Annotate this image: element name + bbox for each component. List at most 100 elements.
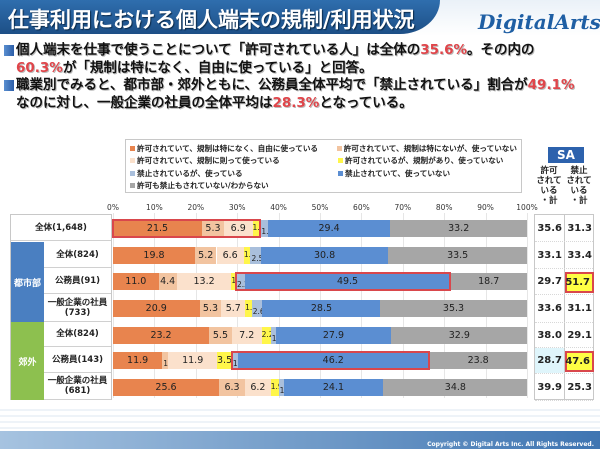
data-label: 5.7: [225, 303, 241, 314]
sa-prohibited-value: 47.6: [565, 351, 594, 372]
sa-prohibited-value: 29.1: [567, 329, 592, 341]
gridline: [527, 213, 528, 398]
bar-segment: 32.9: [391, 326, 528, 344]
sa-permitted-value: 38.0: [537, 329, 562, 341]
bar-segment: 11.9: [168, 352, 218, 369]
data-label: 27.9: [322, 329, 345, 341]
sa-prohibited-value: 31.1: [567, 303, 592, 314]
x-tick-label: 80%: [435, 203, 453, 212]
bullet1-text-a: 個人端末を仕事で使うことについて「許可されている人」は全体の: [16, 42, 421, 58]
row-label-text: 一般企業の社員 (733): [47, 297, 108, 318]
data-label: 6.6: [222, 250, 238, 261]
data-label: 11.0: [125, 276, 147, 287]
x-tick-label: 40%: [270, 203, 287, 212]
bar-segment: 13.2: [176, 273, 232, 290]
data-label: 5.5: [212, 329, 228, 341]
bar-segment: 6.2: [245, 378, 271, 396]
bar-segment: 5.2: [194, 247, 217, 264]
legend-row: 許可されていて、規制に則って使っている 許可されているが、規制があり、使っていない: [130, 155, 517, 168]
data-label: 6.9: [230, 223, 246, 234]
legend-item: 許可されていて、規制は特にないが、使っていない: [336, 143, 517, 154]
row-label-sub: (681): [64, 386, 91, 396]
sa-permitted-value: 39.9: [537, 381, 562, 393]
legend-item: 許可されているが、規制があり、使っていない: [338, 155, 503, 166]
bar-segment: 20.9: [113, 300, 200, 317]
bar-segment: 7.2: [231, 326, 262, 344]
x-tick-label: 100%: [516, 203, 538, 212]
footer-bar: [0, 431, 600, 449]
group-label: 都市部: [11, 242, 44, 322]
data-label: 18.7: [478, 276, 500, 287]
data-label: 29.4: [318, 223, 340, 234]
row-label-text: 全体(1,648): [35, 222, 87, 233]
row-label: 全体(1,648): [11, 215, 111, 241]
bullet-square-icon: [4, 80, 14, 91]
legend-swatch: [338, 158, 343, 164]
bar-segment: 6.3: [218, 378, 246, 396]
summary-bullet-2: 職業別でみると、都市部・郊外ともに、公務員全体平均で「禁止されている」割合が49…: [4, 77, 596, 112]
chart-legend: 許可されていて、規制は特になく、自由に使っている 許可されていて、規制は特にないが…: [125, 139, 522, 193]
data-label: 46.2: [322, 355, 344, 366]
bullet2-text-b: なのに対し、一般企業の社員の全体平均は: [16, 94, 273, 111]
data-label: 13.2: [193, 276, 215, 287]
data-label: 1.6: [245, 303, 257, 312]
bullet2-value-employee: 28.3%: [272, 94, 320, 111]
bar-segment: 6.6: [216, 247, 244, 264]
x-tick-label: 0%: [107, 203, 119, 212]
bar-segment: [252, 220, 261, 237]
sa-prohibited-value: 33.4: [567, 250, 592, 261]
data-label: 1.9: [270, 381, 283, 391]
data-label: 7.2: [239, 329, 255, 341]
bar-segment: [260, 220, 269, 237]
row-label: 全体(824): [44, 242, 111, 268]
data-label: 24.1: [322, 381, 345, 393]
legend-item: 禁止されていて、使っていない: [338, 168, 450, 179]
row-label-sub: (733): [64, 307, 91, 318]
data-label: 5.3: [205, 223, 221, 234]
data-label: 30.8: [313, 250, 336, 261]
bullet1-value-permitted: 35.6%: [420, 42, 468, 58]
data-label: 49.5: [336, 276, 359, 287]
title-band: 仕事利用における個人端末の規制/利用状況: [0, 0, 440, 34]
row-label: 公務員(143): [44, 347, 111, 373]
bar-segment: 11.0: [113, 273, 159, 290]
bar-segment: [162, 352, 169, 369]
x-tick-label: 30%: [228, 203, 246, 212]
legend-swatch: [336, 145, 342, 151]
legend-item: 許可も禁止もされていない/わからない: [130, 180, 338, 191]
summary-text: 個人端末を仕事で使うことについて「許可されている人」は全体の35.6%。その内の…: [4, 42, 596, 112]
data-label: 11.9: [182, 355, 204, 366]
logo-text: DigitalArts: [478, 10, 600, 34]
bar-segment: 27.9: [275, 326, 392, 344]
data-label: 2.2: [261, 329, 274, 339]
summary-bullet-1: 個人端末を仕事で使うことについて「許可されている人」は全体の35.6%。その内の…: [4, 42, 596, 77]
sa-row-divider: [535, 400, 593, 401]
data-label: 23.2: [150, 329, 172, 341]
legend-row: 禁止されているが、使っている 禁止されていて、使っていない: [130, 167, 517, 180]
bar-segment: 33.2: [389, 220, 528, 237]
page-title: 仕事利用における個人端末の規制/利用状況: [8, 8, 415, 32]
sa-header-line: 許可: [540, 166, 558, 176]
sa-header-line: いる: [540, 186, 558, 196]
bar-segment: 30.8: [260, 247, 389, 264]
bar-segment: [231, 273, 236, 290]
sa-header-line: 禁止: [570, 166, 588, 176]
data-label: 2.5: [251, 254, 264, 263]
bar-segment: 46.2: [237, 352, 429, 369]
data-label: 19.8: [143, 250, 165, 261]
legend-swatch: [338, 170, 343, 176]
legend-swatch: [130, 145, 135, 151]
data-label: 6.3: [224, 381, 240, 393]
sa-header-line: されて: [536, 176, 562, 186]
bar-segment: 3.5: [217, 352, 232, 369]
bar-segment: [278, 378, 284, 396]
sa-header-permitted: 許可 されて いる ・計: [534, 166, 564, 206]
bullet2-text-a: 職業別でみると、都市部・郊外ともに、公務員全体平均で「禁止されている」割合が: [16, 77, 528, 93]
bullet-square-icon: [4, 45, 14, 56]
bar-segment: [251, 300, 263, 317]
sa-permitted-value: 35.6: [537, 223, 562, 234]
bar-segment: 6.9: [223, 220, 253, 237]
sa-permitted-value: 33.6: [537, 303, 562, 314]
data-label: 1.6: [244, 250, 256, 259]
